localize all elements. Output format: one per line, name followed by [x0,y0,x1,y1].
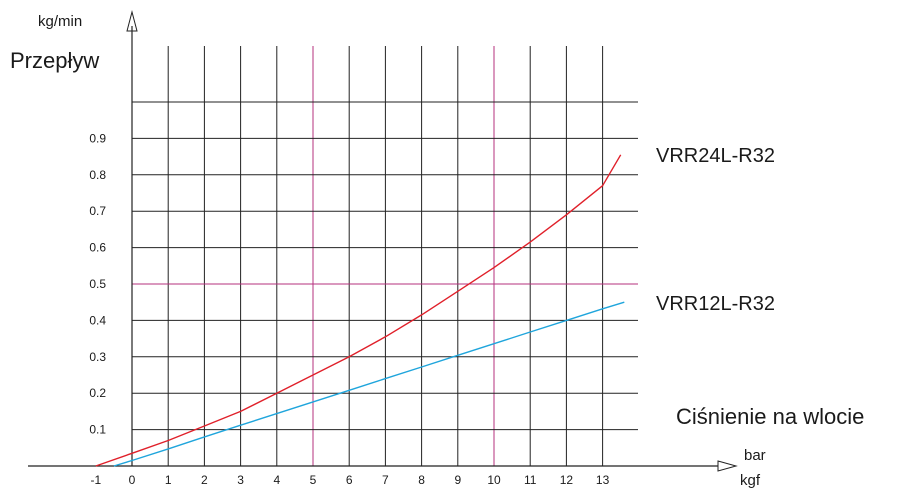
x-tick-label: 13 [596,473,610,487]
x-axis-arrow [717,460,738,472]
x-tick-label: 7 [382,473,389,487]
x-tick-label: 9 [454,473,461,487]
y-axis-title: Przepływ [10,48,99,73]
tick-labels: -1 0 1 2 3 4 5 6 7 8 9 10 11 12 130.10.20.30.40.50.60.… [89,131,609,487]
x-tick-label: 10 [487,473,501,487]
x-tick-label: 0 [129,473,136,487]
axes [28,10,738,472]
x-tick-label: 3 [237,473,244,487]
x-unit-kgf: kgf [740,472,761,489]
y-tick-label: 0.7 [89,204,106,218]
x-tick-label: 4 [273,473,280,487]
x-tick-label: 5 [310,473,317,487]
y-tick-label: 0.8 [89,168,106,182]
x-tick-label: 6 [346,473,353,487]
y-tick-label: 0.5 [89,277,106,291]
y-tick-label: 0.4 [89,313,106,327]
x-axis-title: Ciśnienie na wlocie [676,404,864,429]
y-tick-label: 0.6 [89,241,106,255]
x-unit-bar: bar [744,447,766,464]
x-tick-label: 8 [418,473,425,487]
x-tick-label: 12 [560,473,574,487]
series-label-vrr24: VRR24L-R32 [656,145,775,167]
y-tick-label: 0.9 [89,131,106,145]
x-tick-label: 1 [165,473,172,487]
series-line-0 [95,154,622,467]
y-tick-label: 0.2 [89,386,106,400]
y-unit-label: kg/min [38,13,82,30]
series-lines [95,154,625,467]
y-tick-label: 0.1 [89,423,106,437]
series-label-vrr12: VRR12L-R32 [656,293,775,315]
y-axis-arrow [126,10,138,32]
x-tick-label: 11 [524,473,537,487]
x-tick-label: 2 [201,473,208,487]
y-tick-label: 0.3 [89,350,106,364]
x-tick-label: -1 [90,473,101,487]
series-line-1 [113,301,625,467]
grid [131,46,638,466]
